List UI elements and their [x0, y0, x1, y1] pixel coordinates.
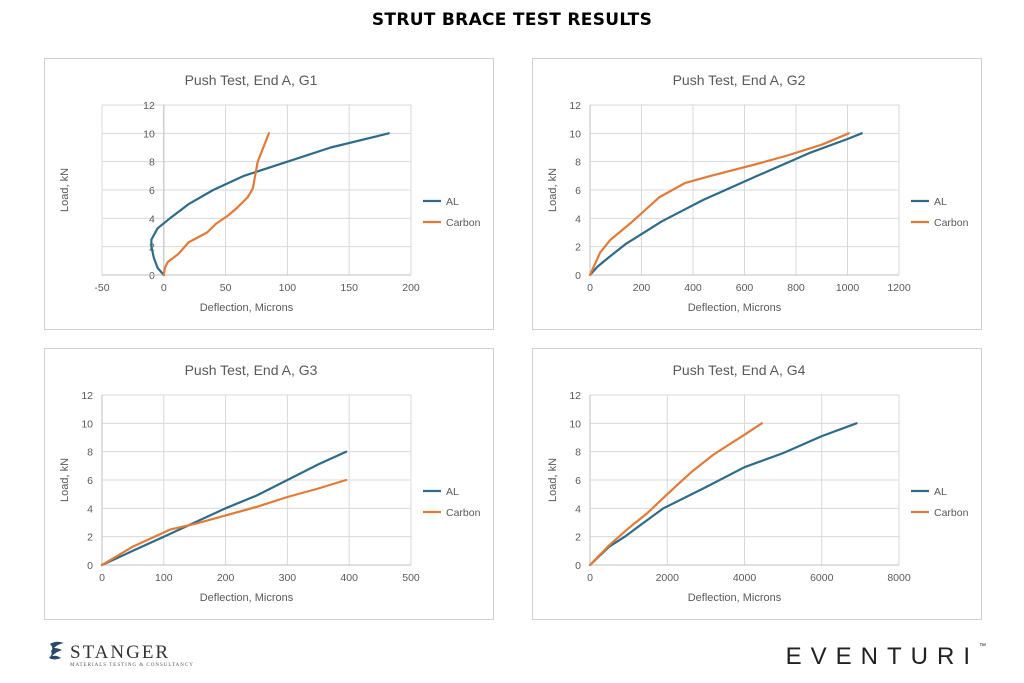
- chart-title: Push Test, End A, G4: [673, 362, 806, 378]
- x-tick-label: 200: [633, 282, 651, 294]
- chart-panel-g1: Push Test, End A, G1 0 2 4 6 8 10 12 -50 0 50 100 15…: [44, 58, 494, 330]
- legend-label-al: AL: [934, 196, 947, 208]
- x-tick-label: 150: [340, 282, 358, 294]
- chart-title: Push Test, End A, G1: [185, 72, 318, 88]
- y-tick-label: 10: [143, 128, 155, 140]
- x-axis-label: Deflection, Microns: [688, 302, 782, 314]
- x-tick-label: 200: [402, 282, 420, 294]
- x-tick-label: 50: [220, 282, 232, 294]
- y-tick-label: 4: [575, 503, 581, 515]
- legend-label-carbon: Carbon: [446, 507, 481, 519]
- chart-svg: Push Test, End A, G3 0 2 4 6 8 10 12 0 100 200 300 4…: [59, 362, 481, 604]
- series-line-al: [588, 422, 858, 567]
- y-axis-label: Load, kN: [59, 168, 71, 212]
- y-tick-label: 6: [575, 475, 581, 487]
- y-tick-label: 0: [575, 560, 581, 572]
- y-tick-label: 4: [87, 503, 93, 515]
- series-line-carbon: [162, 132, 270, 277]
- y-axis-label: Load, kN: [547, 168, 559, 212]
- x-tick-label: 400: [340, 572, 358, 584]
- x-tick-label: 0: [161, 282, 167, 294]
- chart-panel-g2: Push Test, End A, G2 0 2 4 6 8 10 12 0 200 400 600 8…: [532, 58, 982, 330]
- series-line-carbon: [588, 422, 763, 567]
- series-line-al: [100, 450, 348, 567]
- x-tick-label: 500: [402, 572, 420, 584]
- x-tick-label: 100: [155, 572, 173, 584]
- x-tick-label: 100: [279, 282, 297, 294]
- series-line-al: [588, 132, 863, 277]
- x-tick-label: 300: [279, 572, 297, 584]
- y-tick-label: 12: [569, 100, 581, 112]
- eventuri-trademark: ™: [979, 643, 986, 650]
- y-axis-label: Load, kN: [59, 458, 71, 502]
- legend-label-al: AL: [446, 196, 459, 208]
- y-tick-label: 0: [149, 270, 155, 282]
- y-tick-label: 10: [569, 128, 581, 140]
- legend-label-al: AL: [934, 486, 947, 498]
- y-tick-label: 10: [569, 418, 581, 430]
- stanger-wave-icon: [49, 641, 64, 660]
- chart-title: Push Test, End A, G2: [673, 72, 806, 88]
- x-tick-label: 1200: [887, 282, 911, 294]
- x-tick-label: 0: [587, 572, 593, 584]
- x-axis-label: Deflection, Microns: [200, 302, 294, 314]
- x-tick-label: 2000: [656, 572, 680, 584]
- series-line-carbon: [100, 478, 348, 567]
- x-tick-label: 6000: [810, 572, 834, 584]
- x-tick-label: 1000: [836, 282, 860, 294]
- y-tick-label: 10: [81, 418, 93, 430]
- series-line-al: [150, 132, 390, 277]
- x-tick-label: 0: [99, 572, 105, 584]
- y-axis-label: Load, kN: [547, 458, 559, 502]
- legend-label-carbon: Carbon: [934, 217, 969, 229]
- y-tick-label: 8: [575, 157, 581, 169]
- chart-title: Push Test, End A, G3: [185, 362, 318, 378]
- y-tick-label: 6: [149, 185, 155, 197]
- x-tick-label: 600: [736, 282, 754, 294]
- x-tick-label: 4000: [733, 572, 757, 584]
- chart-panel-g3: Push Test, End A, G3 0 2 4 6 8 10 12 0 100 200 300 4…: [44, 348, 494, 620]
- x-tick-label: 0: [587, 282, 593, 294]
- x-axis-label: Deflection, Microns: [688, 592, 782, 604]
- legend-label-al: AL: [446, 486, 459, 498]
- y-tick-label: 0: [87, 560, 93, 572]
- y-tick-label: 8: [575, 447, 581, 459]
- y-tick-label: 6: [87, 475, 93, 487]
- stanger-tagline: MATERIALS TESTING & CONSULTANCY: [70, 663, 194, 668]
- y-tick-label: 2: [87, 532, 93, 544]
- y-tick-label: 2: [575, 532, 581, 544]
- y-tick-label: 8: [149, 157, 155, 169]
- page-title: STRUT BRACE TEST RESULTS: [371, 10, 653, 30]
- eventuri-wordmark: EVENTURI: [785, 643, 979, 670]
- chart-panel-g4: Push Test, End A, G4 0 2 4 6 8 10 12 0 2000 4000 60…: [532, 348, 982, 620]
- y-tick-label: 8: [87, 447, 93, 459]
- y-tick-label: 6: [575, 185, 581, 197]
- y-tick-label: 12: [143, 100, 155, 112]
- legend-label-carbon: Carbon: [934, 507, 969, 519]
- y-tick-label: 12: [569, 390, 581, 402]
- legend-label-carbon: Carbon: [446, 217, 481, 229]
- x-tick-label: 800: [787, 282, 805, 294]
- x-tick-label: 200: [217, 572, 235, 584]
- x-axis-label: Deflection, Microns: [200, 592, 294, 604]
- chart-svg: Push Test, End A, G2 0 2 4 6 8 10 12 0 200 400 600 8…: [547, 72, 969, 314]
- y-tick-label: 2: [575, 242, 581, 254]
- x-tick-label: -50: [94, 282, 109, 294]
- y-tick-label: 4: [149, 213, 155, 225]
- y-tick-label: 0: [575, 270, 581, 282]
- x-tick-label: 8000: [887, 572, 911, 584]
- x-tick-label: 400: [684, 282, 702, 294]
- stanger-logo: STANGER MATERIALS TESTING & CONSULTANCY: [48, 640, 193, 674]
- y-tick-label: 4: [575, 213, 581, 225]
- chart-svg: Push Test, End A, G4 0 2 4 6 8 10 12 0 2000 4000 60…: [547, 362, 969, 604]
- eventuri-logo: EVENTURI™: [786, 643, 986, 671]
- series-line-carbon: [588, 132, 850, 277]
- y-tick-label: 12: [81, 390, 93, 402]
- stanger-wordmark: STANGER: [70, 642, 171, 663]
